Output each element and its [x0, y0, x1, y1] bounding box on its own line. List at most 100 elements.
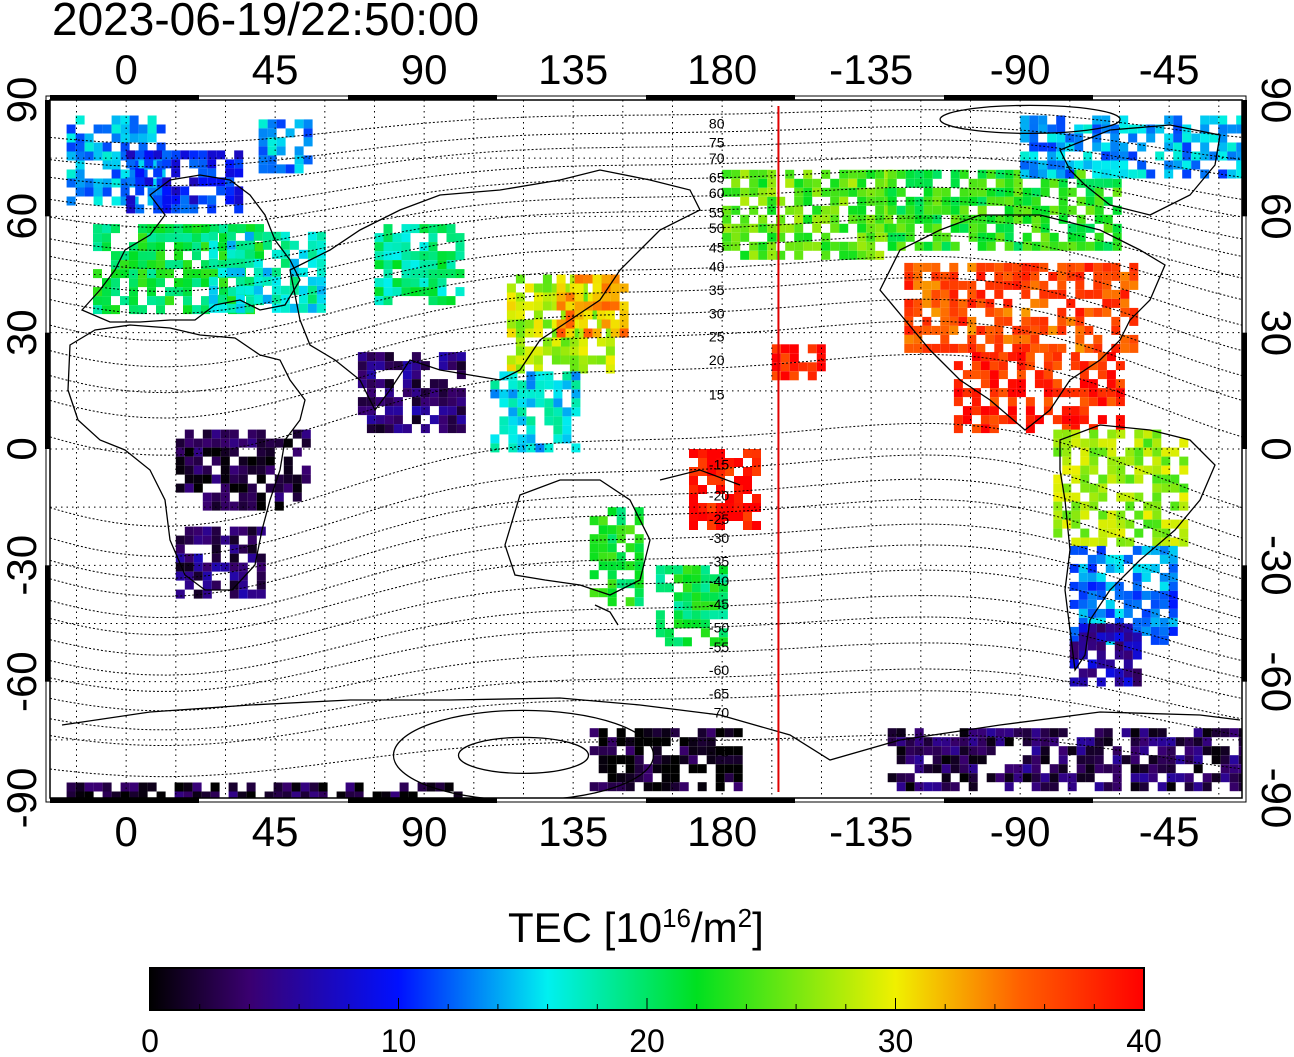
axis-labels: 0045459090135135180180-135-135-90-90-45-… [0, 46, 1294, 855]
tec-cell-antarctica-west [968, 773, 978, 783]
tec-cell-south-america-north [1134, 492, 1144, 502]
tec-cell-south-africa [229, 571, 239, 581]
tec-cell-south-america-north [1053, 474, 1063, 484]
tec-cell-antarctica-west [959, 764, 969, 774]
tec-cell-europe-east [244, 249, 254, 259]
colorbar-tick-label: 40 [1126, 1023, 1162, 1057]
tec-cell-south-africa [202, 571, 212, 581]
tec-cell-arctic-greenland [1182, 169, 1192, 179]
tec-cell-central-america [953, 388, 963, 398]
tec-cell-south-america-north [1071, 510, 1081, 520]
tec-cell-pacific-north [740, 187, 750, 197]
tec-cell-europe-east [307, 249, 317, 259]
tec-cell-india [357, 370, 367, 380]
tec-cell-antarctica-west [1148, 764, 1158, 774]
tec-cell-canada [914, 241, 924, 251]
tec-cell-antarctica-east [724, 755, 734, 765]
colorbar-tick-label: 30 [878, 1023, 914, 1057]
tec-cell-antarctica-east [724, 746, 734, 756]
tec-cell-antarctica-west [887, 728, 897, 738]
tec-cell-east-asia [542, 346, 552, 356]
tec-cell-arctic-atlantic [147, 196, 157, 206]
tec-cell-central-asia [383, 269, 393, 279]
tec-cell-pacific-north [749, 205, 759, 215]
tec-cell-north-america [976, 298, 986, 308]
tec-cell-europe [156, 251, 165, 261]
tec-cell-patagonia [1132, 641, 1142, 651]
tec-cell-south-america-north [1161, 519, 1171, 529]
tec-cell-arctic-atlantic [75, 133, 85, 143]
tec-cell-pacific-north [830, 187, 840, 197]
tec-cell-scandinavia [153, 150, 163, 160]
tec-cell-africa-central [274, 501, 284, 511]
tec-cell-antarctica-rim [129, 791, 139, 798]
tec-cell-antarctica-rim [246, 782, 256, 792]
tec-cell-europe [102, 278, 111, 288]
tec-cell-india [411, 379, 421, 389]
tec-cell-north-america [994, 280, 1004, 290]
tec-cell-pacific-north [794, 250, 804, 260]
tec-cell-south-america-north [1107, 474, 1117, 484]
tec-cell-canada [950, 178, 960, 188]
tec-cell-antarctica-east [625, 746, 635, 756]
tec-cell-north-america [1093, 343, 1103, 353]
tec-cell-central-america [1043, 388, 1053, 398]
tec-cell-europe [219, 233, 228, 243]
tec-cell-antarctica-west [1112, 764, 1122, 774]
tec-cell-north-america [1093, 307, 1103, 317]
tec-cell-east-asia [542, 319, 552, 329]
tec-cell-canada [1085, 187, 1095, 197]
tec-cell-africa-central [184, 483, 194, 493]
tec-cell-antarctica-rim [300, 791, 310, 798]
tec-cell-antarctica-rim [318, 782, 328, 792]
tec-cell-canada [941, 205, 951, 215]
tec-cell-india [357, 361, 367, 371]
tec-cell-patagonia [1096, 632, 1106, 642]
tec-cell-north-america [985, 334, 995, 344]
tec-cell-antarctica-east [733, 773, 743, 783]
tec-cell-arctic-greenland [1119, 151, 1129, 161]
tec-cell-central-america [1052, 361, 1062, 371]
tec-cell-australia-east [607, 507, 617, 517]
tec-cell-pacific-north [866, 223, 876, 233]
tec-cell-north-america [1039, 298, 1049, 308]
tec-cell-africa-central [247, 492, 257, 502]
tec-cell-central-america [1016, 352, 1026, 362]
tec-cell-antarctica-west [959, 728, 969, 738]
tec-cell-pacific-north [839, 223, 849, 233]
tec-cell-east-asia [506, 283, 516, 293]
tec-cell-antarctica-west [1139, 737, 1149, 747]
tec-cell-south-america-north [1098, 510, 1108, 520]
tec-cell-south-america-north [1089, 456, 1099, 466]
tec-cell-india [411, 415, 421, 425]
tec-cell-north-america [1057, 289, 1067, 299]
tec-cell-antarctica-west [1058, 746, 1068, 756]
tec-cell-south-africa [247, 526, 257, 536]
tec-cell-japan [592, 328, 602, 338]
tec-cell-south-africa [202, 526, 212, 536]
tec-cell-scandinavia [216, 150, 226, 160]
tec-cell-central-asia [374, 242, 384, 252]
tec-cell-pacific-south [734, 485, 743, 494]
lat-bar-right [1242, 565, 1247, 682]
tec-cell-east-asia [533, 346, 543, 356]
tec-cell-africa-central [283, 483, 293, 493]
tec-cell-north-america [1129, 343, 1139, 353]
tec-cell-africa-central [247, 456, 257, 466]
mag-label: 40 [709, 259, 725, 275]
tec-cell-new-zealand [664, 628, 674, 638]
tec-cell-canada [1013, 178, 1023, 188]
tec-cell-europe [165, 224, 174, 234]
tec-cell-russia-north [294, 119, 304, 129]
tec-cell-antarctica-east [697, 728, 707, 738]
tec-cell-scandinavia [198, 177, 208, 187]
tec-cell-scandinavia [180, 204, 190, 214]
tec-cell-north-america [1120, 307, 1130, 317]
tec-cell-south-america-south [1159, 590, 1169, 600]
tec-cell-arctic-greenland [1146, 124, 1156, 134]
tec-cell-antarctica-west [1229, 728, 1239, 738]
tec-cell-east-asia [533, 355, 543, 365]
tec-cell-pacific-south [752, 449, 761, 458]
tec-cell-arctic-atlantic [120, 124, 130, 134]
tec-cell-europe-east [235, 285, 245, 295]
